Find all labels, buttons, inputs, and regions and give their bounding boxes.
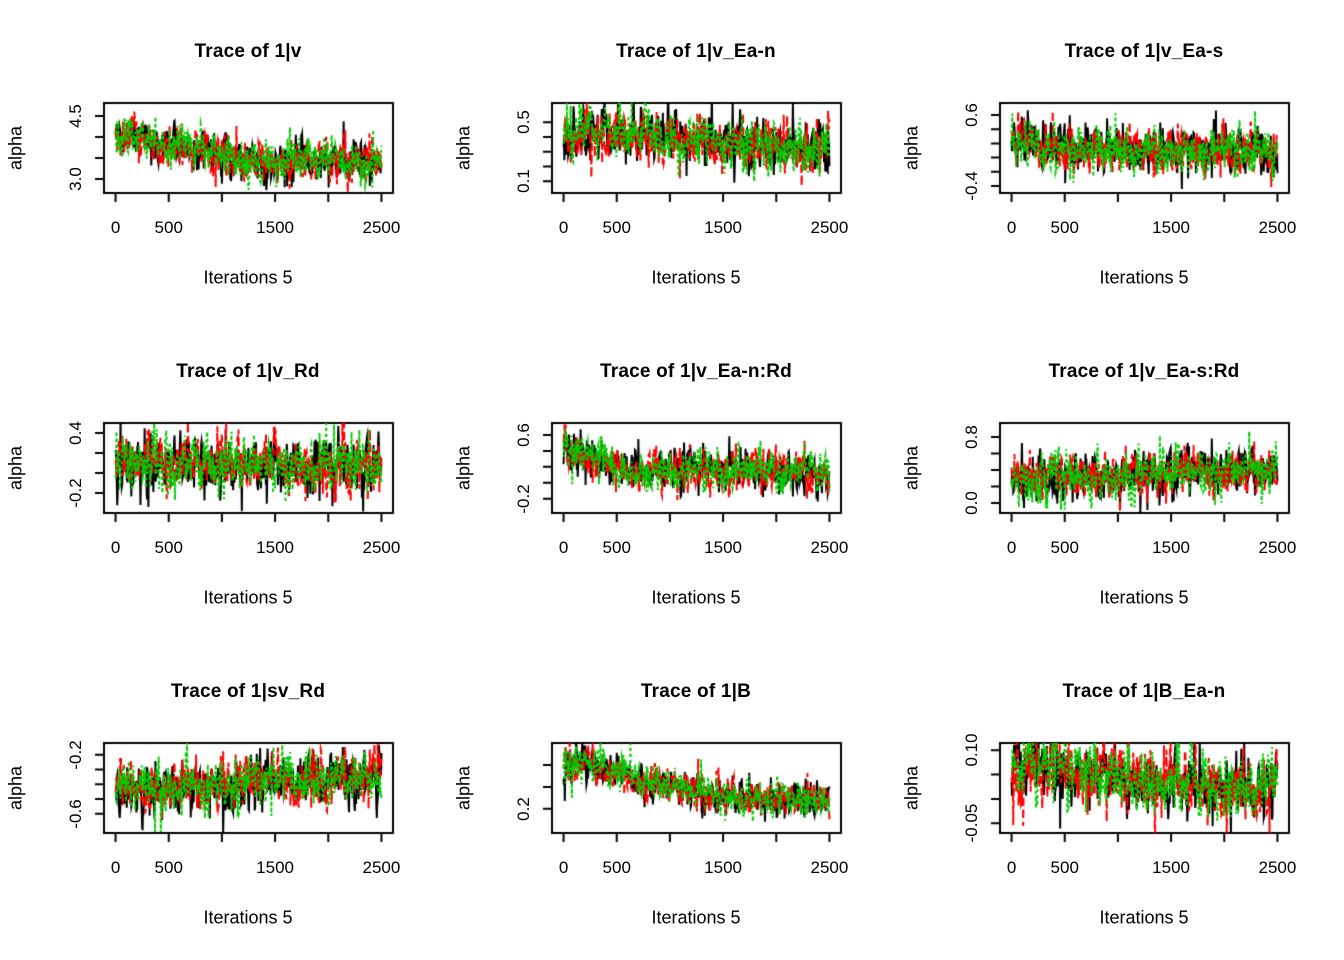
y-tick-label: -0.4	[962, 171, 981, 201]
x-axis-label: Iterations 5	[1099, 907, 1189, 928]
x-tick-label: 500	[1050, 858, 1079, 877]
trace-plot-canvas	[0, 0, 448, 320]
x-tick-label: 2500	[810, 858, 849, 877]
y-tick-label: -0.6	[66, 799, 85, 829]
y-axis-label: alpha	[901, 125, 922, 171]
x-tick-label: 500	[154, 858, 183, 877]
y-axis-label: alpha	[5, 125, 26, 171]
y-tick-label: 0.2	[514, 797, 533, 821]
y-tick-label: 0.1	[514, 169, 533, 194]
x-axis-label: Iterations 5	[1099, 267, 1189, 288]
trace-plot-canvas	[448, 640, 896, 960]
panel-title: Trace of 1|v_Rd	[176, 361, 320, 382]
x-tick-label: 1500	[704, 858, 742, 877]
x-tick-label: 2500	[1258, 218, 1297, 237]
x-tick-label: 2500	[810, 538, 849, 557]
y-axis-label: alpha	[901, 445, 922, 491]
x-tick-label: 0	[110, 218, 121, 237]
trace-plot-canvas	[896, 640, 1344, 960]
y-tick-label: 0.8	[962, 425, 981, 449]
x-tick-label: 2500	[362, 218, 401, 237]
y-tick-label: 0.4	[66, 421, 85, 445]
y-tick-label: -0.2	[514, 484, 533, 514]
x-axis-label: Iterations 5	[651, 587, 741, 608]
x-tick-label: 500	[602, 538, 631, 557]
x-tick-label: 1500	[1152, 538, 1190, 557]
trace-plot-canvas	[448, 320, 896, 640]
trace-panel: Trace of 1|v_Rd alpha Iterations 5 0 500 1…	[0, 320, 448, 640]
x-tick-label: 1500	[704, 218, 742, 237]
x-tick-label: 1500	[1152, 218, 1190, 237]
x-axis-label: Iterations 5	[1099, 587, 1189, 608]
x-tick-label: 0	[1006, 218, 1017, 237]
x-tick-label: 0	[110, 858, 121, 877]
trace-panel: Trace of 1|v_Ea-n alpha Iterations 5 0 50…	[448, 0, 896, 320]
x-tick-label: 0	[558, 218, 569, 237]
x-tick-label: 0	[1006, 858, 1017, 877]
x-tick-label: 2500	[810, 218, 849, 237]
y-tick-label: 3.0	[66, 167, 85, 191]
panel-title: Trace of 1|sv_Rd	[170, 681, 326, 702]
x-axis-label: Iterations 5	[203, 587, 293, 608]
panel-title: Trace of 1|v_Ea-n	[616, 41, 776, 62]
x-axis-label: Iterations 5	[651, 267, 741, 288]
trace-panel: Trace of 1|v_Ea-n:Rd alpha Iterations 5 …	[448, 320, 896, 640]
y-tick-label: 4.5	[66, 104, 85, 128]
trace-plot-canvas	[0, 640, 448, 960]
y-axis-label: alpha	[5, 765, 26, 811]
trace-plot-canvas	[896, 0, 1344, 320]
x-tick-label: 500	[154, 538, 183, 557]
x-tick-label: 2500	[1258, 538, 1297, 557]
x-tick-label: 1500	[704, 538, 742, 557]
y-axis-label: alpha	[453, 445, 474, 491]
y-tick-label: 0.0	[962, 491, 981, 515]
panel-title: Trace of 1|v_Ea-s:Rd	[1048, 361, 1240, 382]
y-tick-label: 0.6	[962, 103, 981, 127]
trace-panel: Trace of 1|v_Ea-s alpha Iterations 5 0 50…	[896, 0, 1344, 320]
y-axis-label: alpha	[453, 125, 474, 171]
y-tick-label: 0.10	[962, 733, 981, 767]
trace-plot-canvas	[896, 320, 1344, 640]
x-tick-label: 0	[110, 538, 121, 557]
x-axis-label: Iterations 5	[203, 907, 293, 928]
x-tick-label: 1500	[1152, 858, 1190, 877]
y-axis-label: alpha	[901, 765, 922, 811]
y-tick-label: 0.6	[514, 423, 533, 447]
trace-panel: Trace of 1|sv_Rd alpha Iterations 5 0 500…	[0, 640, 448, 960]
panel-title: Trace of 1|B_Ea-n	[1062, 681, 1226, 702]
trace-panel: Trace of 1|v_Ea-s:Rd alpha Iterations 5 …	[896, 320, 1344, 640]
x-tick-label: 1500	[256, 218, 294, 237]
x-tick-label: 2500	[362, 538, 401, 557]
panel-title: Trace of 1|v_Ea-n:Rd	[600, 361, 792, 382]
panel-title: Trace of 1|v	[194, 41, 302, 62]
trace-panel: Trace of 1|B alpha Iterations 5 0 500 1500…	[448, 640, 896, 960]
x-tick-label: 500	[1050, 538, 1079, 557]
y-axis-label: alpha	[453, 765, 474, 811]
x-axis-label: Iterations 5	[203, 267, 293, 288]
x-axis-label: Iterations 5	[651, 907, 741, 928]
panel-title: Trace of 1|B	[640, 681, 752, 702]
y-tick-label: -0.2	[66, 478, 85, 508]
x-tick-label: 0	[1006, 538, 1017, 557]
x-tick-label: 500	[154, 218, 183, 237]
x-tick-label: 2500	[1258, 858, 1297, 877]
trace-panel: Trace of 1|v alpha Iterations 5 0 500 1500…	[0, 0, 448, 320]
y-axis-label: alpha	[5, 445, 26, 491]
x-tick-label: 1500	[256, 858, 294, 877]
y-tick-label: 0.5	[514, 110, 533, 134]
trace-panel: Trace of 1|B_Ea-n alpha Iterations 5 0 50…	[896, 640, 1344, 960]
trace-plot-canvas	[0, 320, 448, 640]
x-tick-label: 0	[558, 858, 569, 877]
x-tick-label: 2500	[362, 858, 401, 877]
x-tick-label: 500	[602, 218, 631, 237]
trace-plot-canvas	[448, 0, 896, 320]
y-tick-label: -0.2	[66, 740, 85, 770]
panel-title: Trace of 1|v_Ea-s	[1064, 41, 1224, 62]
y-tick-label: -0.05	[962, 803, 981, 843]
x-tick-label: 1500	[256, 538, 294, 557]
x-tick-label: 0	[558, 538, 569, 557]
x-tick-label: 500	[1050, 218, 1079, 237]
x-tick-label: 500	[602, 858, 631, 877]
